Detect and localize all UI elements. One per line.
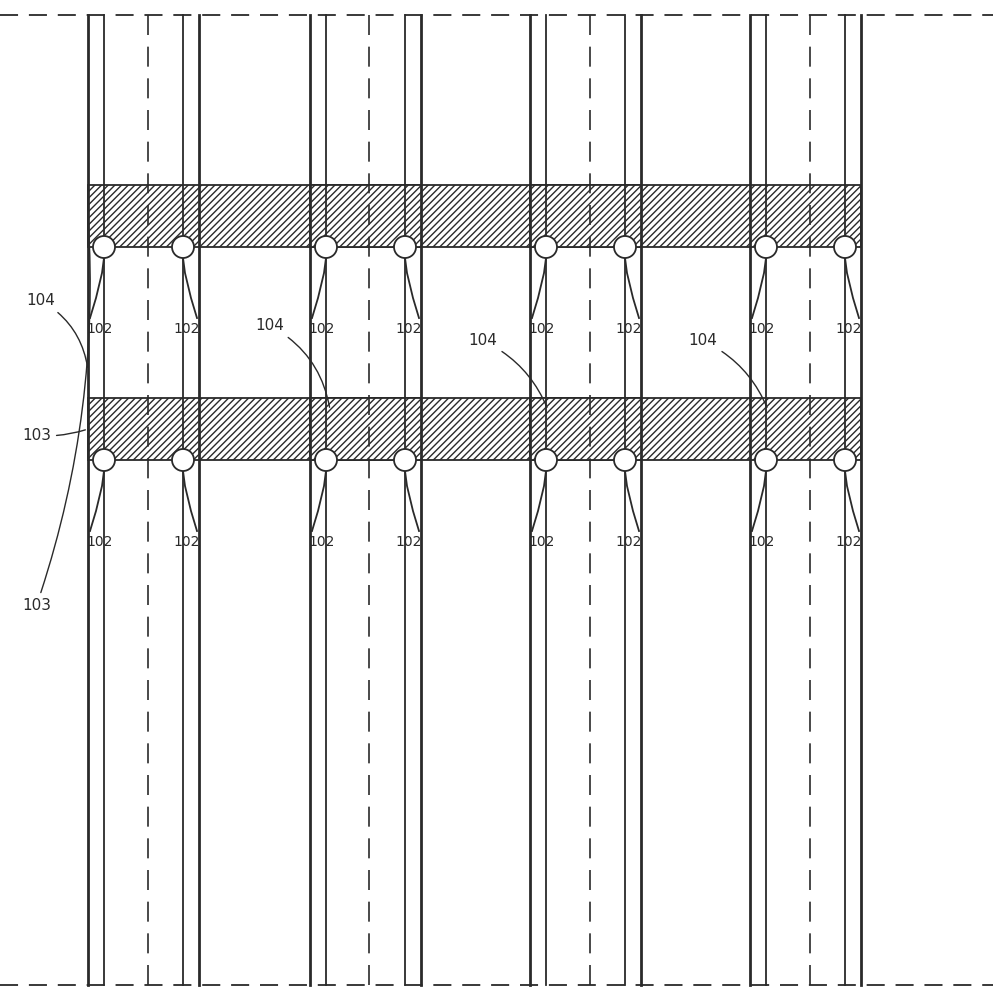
Text: 102: 102: [529, 535, 555, 549]
Circle shape: [834, 449, 856, 471]
Text: 102: 102: [749, 535, 776, 549]
Circle shape: [755, 449, 777, 471]
Text: 102: 102: [86, 535, 113, 549]
Text: 102: 102: [836, 322, 862, 336]
Circle shape: [394, 236, 416, 258]
Circle shape: [315, 236, 337, 258]
Circle shape: [315, 449, 337, 471]
Text: 103: 103: [22, 220, 90, 613]
Text: 103: 103: [22, 428, 85, 443]
Text: 102: 102: [86, 322, 113, 336]
Bar: [88, 398, 421, 460]
Circle shape: [93, 449, 115, 471]
Text: 104: 104: [688, 333, 767, 407]
Circle shape: [535, 236, 557, 258]
Circle shape: [172, 236, 194, 258]
Circle shape: [834, 236, 856, 258]
Text: 102: 102: [749, 322, 776, 336]
Bar: [88, 185, 421, 247]
Circle shape: [535, 449, 557, 471]
Circle shape: [755, 236, 777, 258]
Circle shape: [614, 236, 636, 258]
Bar: [530, 185, 861, 247]
Circle shape: [172, 449, 194, 471]
Bar: [310, 398, 641, 460]
Text: 102: 102: [836, 535, 862, 549]
Text: 104: 104: [255, 318, 330, 407]
Text: 102: 102: [529, 322, 555, 336]
Text: 102: 102: [174, 535, 201, 549]
Text: 102: 102: [616, 322, 642, 336]
Circle shape: [93, 236, 115, 258]
Circle shape: [614, 449, 636, 471]
Bar: [530, 398, 861, 460]
Text: 102: 102: [309, 322, 336, 336]
Circle shape: [394, 449, 416, 471]
Text: 102: 102: [309, 535, 336, 549]
Text: 102: 102: [396, 535, 422, 549]
Text: 102: 102: [174, 322, 201, 336]
Bar: [310, 185, 641, 247]
Text: 104: 104: [468, 333, 547, 407]
Text: 102: 102: [396, 322, 422, 336]
Text: 102: 102: [616, 535, 642, 549]
Text: 104: 104: [26, 293, 87, 367]
